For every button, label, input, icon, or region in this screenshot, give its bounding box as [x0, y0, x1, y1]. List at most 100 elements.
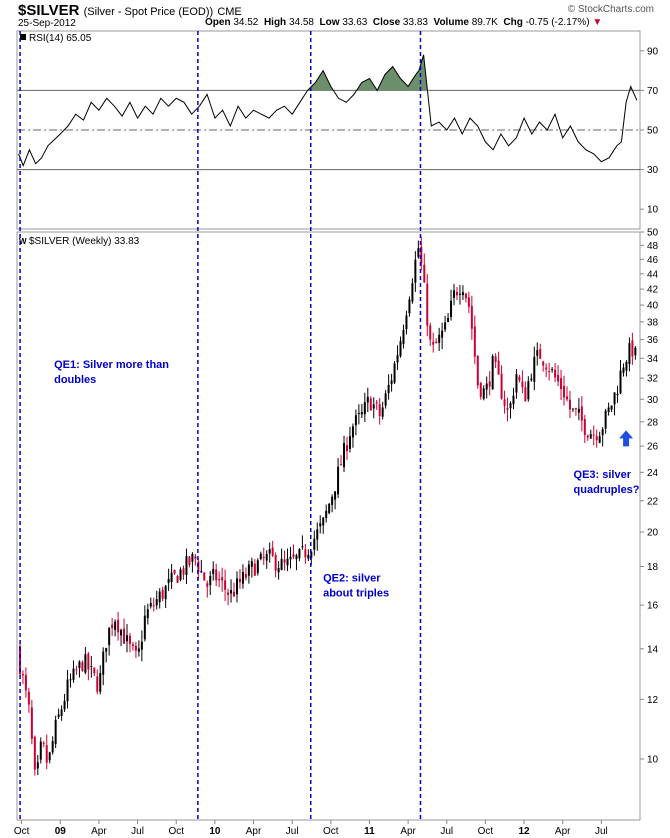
- candle-up: [634, 347, 637, 356]
- candle-down: [233, 591, 236, 597]
- x-tick-label: Jul: [286, 826, 299, 837]
- candle-down: [429, 325, 432, 340]
- candle-down: [369, 398, 372, 411]
- candle-down: [271, 547, 274, 556]
- candle-down: [283, 559, 286, 563]
- candle-down: [554, 369, 557, 378]
- price-tick-label: 20: [647, 528, 659, 539]
- candle-down: [503, 399, 506, 406]
- candle-up: [36, 762, 39, 769]
- candle-down: [244, 574, 247, 578]
- candle-up: [72, 668, 75, 680]
- annotation-qe3-line-2: quadruples?: [574, 484, 640, 496]
- candle-down: [221, 577, 224, 581]
- candle-down: [423, 264, 426, 283]
- candle-up: [84, 654, 87, 673]
- candle-up: [39, 741, 42, 760]
- price-tick-label: 38: [647, 317, 659, 328]
- candle-up: [120, 629, 123, 636]
- candle-down: [488, 381, 491, 387]
- candle-up: [179, 569, 182, 580]
- price-tick-label: 42: [647, 285, 659, 296]
- candle-down: [574, 408, 577, 410]
- candle-up: [158, 591, 161, 603]
- candle-up: [527, 381, 530, 400]
- candle-down: [435, 341, 438, 344]
- low-label: Low: [319, 17, 340, 28]
- candle-down: [45, 745, 48, 763]
- candle-down: [420, 246, 423, 264]
- x-tick-label: 12: [518, 826, 530, 837]
- price-tick-label: 18: [647, 562, 659, 573]
- candle-down: [497, 360, 500, 375]
- rsi-tick-label: 90: [647, 46, 659, 57]
- candle-down: [631, 340, 634, 357]
- candle-up: [509, 403, 512, 409]
- candle-up: [280, 558, 283, 570]
- candle-up: [414, 259, 417, 283]
- price-tick-label: 24: [647, 468, 659, 479]
- candle-down: [563, 386, 566, 398]
- candle-down: [24, 675, 27, 691]
- candle-down: [595, 436, 598, 441]
- candle-up: [143, 615, 146, 640]
- price-frame: [16, 231, 641, 821]
- candle-up: [399, 341, 402, 357]
- candle-up: [301, 546, 304, 548]
- candle-up: [351, 426, 354, 438]
- candle-down: [455, 291, 458, 296]
- up-arrow-icon: [619, 430, 634, 447]
- candle-up: [405, 315, 408, 330]
- candle-up: [515, 374, 518, 393]
- candle-up: [191, 553, 194, 562]
- candle-down: [30, 707, 33, 739]
- candle-up: [458, 293, 461, 295]
- candle-up: [610, 405, 613, 410]
- rsi-overbought-fill: [377, 54, 428, 91]
- candle-up: [230, 590, 233, 594]
- x-tick-label: 11: [364, 826, 375, 837]
- candle-down: [173, 570, 176, 574]
- candle-down: [524, 387, 527, 402]
- candle-up: [390, 380, 393, 385]
- candle-down: [18, 646, 21, 675]
- candle-down: [586, 435, 589, 438]
- x-tick-label: 09: [55, 826, 67, 837]
- rsi-tick-label: 10: [647, 205, 659, 216]
- candle-up: [387, 384, 390, 394]
- candle-down: [42, 742, 45, 744]
- candle-up: [363, 402, 366, 415]
- x-tick-label: Oct: [478, 826, 494, 837]
- candle-up: [310, 551, 313, 558]
- candle-down: [345, 445, 348, 452]
- candle-down: [548, 371, 551, 373]
- candle-up: [289, 556, 292, 560]
- candle-up: [411, 283, 414, 302]
- candle-up: [447, 318, 450, 322]
- volume-label: Volume: [433, 17, 469, 28]
- price-tick-label: 50: [647, 228, 659, 239]
- candle-up: [164, 585, 167, 600]
- candle-down: [274, 554, 277, 571]
- annotation-qe2-line-2: about triples: [323, 587, 389, 599]
- candle-down: [557, 374, 560, 382]
- candle-down: [238, 578, 241, 583]
- candle-down: [206, 583, 209, 587]
- x-tick-label: Oct: [323, 826, 339, 837]
- candle-down: [521, 381, 524, 388]
- high-label: High: [263, 17, 287, 28]
- candle-down: [218, 578, 221, 580]
- candle-up: [200, 571, 203, 573]
- candle-down: [426, 283, 429, 326]
- candle-up: [348, 436, 351, 449]
- candle-down: [506, 408, 509, 410]
- price-legend-text: $SILVER (Weekly) 33.83: [29, 236, 140, 247]
- x-tick-label: Apr: [400, 826, 416, 837]
- rsi-overbought-fill: [356, 78, 378, 91]
- candle-down: [542, 361, 545, 366]
- candle-down: [134, 645, 137, 651]
- candle-up: [114, 621, 117, 630]
- candle-down: [27, 691, 30, 705]
- candle-up: [54, 719, 57, 745]
